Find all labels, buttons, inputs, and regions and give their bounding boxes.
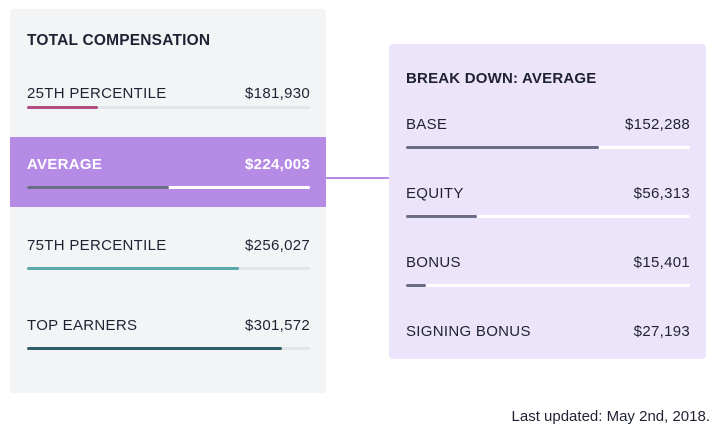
row-value: $301,572 (245, 317, 310, 334)
percentile-row-75th[interactable]: 75TH PERCENTILE $256,027 (10, 217, 326, 287)
breakdown-row-bonus: BONUS $15,401 (389, 254, 706, 304)
percentile-row-average[interactable]: AVERAGE $224,003 (10, 137, 326, 207)
row-value: $256,027 (245, 237, 310, 254)
progress-track (27, 186, 310, 189)
breakdown-track (406, 284, 690, 287)
breakdown-value: $152,288 (625, 116, 690, 133)
breakdown-row-equity: EQUITY $56,313 (389, 185, 706, 235)
last-updated-text: Last updated: May 2nd, 2018. (511, 408, 710, 425)
breakdown-row-base: BASE $152,288 (389, 116, 706, 166)
breakdown-label: EQUITY (406, 185, 464, 202)
breakdown-fill (406, 215, 477, 218)
breakdown-track (406, 215, 690, 218)
breakdown-value: $56,313 (633, 185, 690, 202)
progress-track (27, 347, 310, 350)
total-compensation-card: TOTAL COMPENSATION 25TH PERCENTILE $181,… (10, 9, 326, 393)
row-value: $224,003 (245, 156, 310, 173)
row-label: AVERAGE (27, 156, 103, 173)
row-label: TOP EARNERS (27, 317, 138, 334)
breakdown-label: BASE (406, 116, 448, 133)
row-label: 25TH PERCENTILE (27, 85, 167, 102)
progress-track (27, 106, 310, 109)
progress-fill (27, 267, 240, 270)
progress-fill (27, 347, 282, 350)
total-compensation-title: TOTAL COMPENSATION (27, 32, 211, 49)
breakdown-card: BREAK DOWN: AVERAGE BASE $152,288 EQUITY… (389, 44, 706, 359)
breakdown-track (406, 146, 690, 149)
percentile-row-top-earners[interactable]: TOP EARNERS $301,572 (10, 297, 326, 367)
breakdown-title: BREAK DOWN: AVERAGE (406, 70, 597, 87)
breakdown-fill (406, 146, 600, 149)
progress-fill (27, 106, 98, 109)
percentile-row-25th[interactable]: 25TH PERCENTILE $181,930 (10, 59, 326, 129)
breakdown-fill (406, 284, 426, 287)
breakdown-label: SIGNING BONUS (406, 323, 531, 340)
breakdown-value: $27,193 (633, 323, 690, 340)
breakdown-value: $15,401 (633, 254, 690, 271)
progress-track (27, 267, 310, 270)
breakdown-label: BONUS (406, 254, 461, 271)
progress-fill (27, 186, 169, 189)
breakdown-row-signing-bonus: SIGNING BONUS $27,193 (389, 323, 706, 373)
row-value: $181,930 (245, 85, 310, 102)
row-label: 75TH PERCENTILE (27, 237, 167, 254)
selection-connector-line (326, 177, 389, 179)
